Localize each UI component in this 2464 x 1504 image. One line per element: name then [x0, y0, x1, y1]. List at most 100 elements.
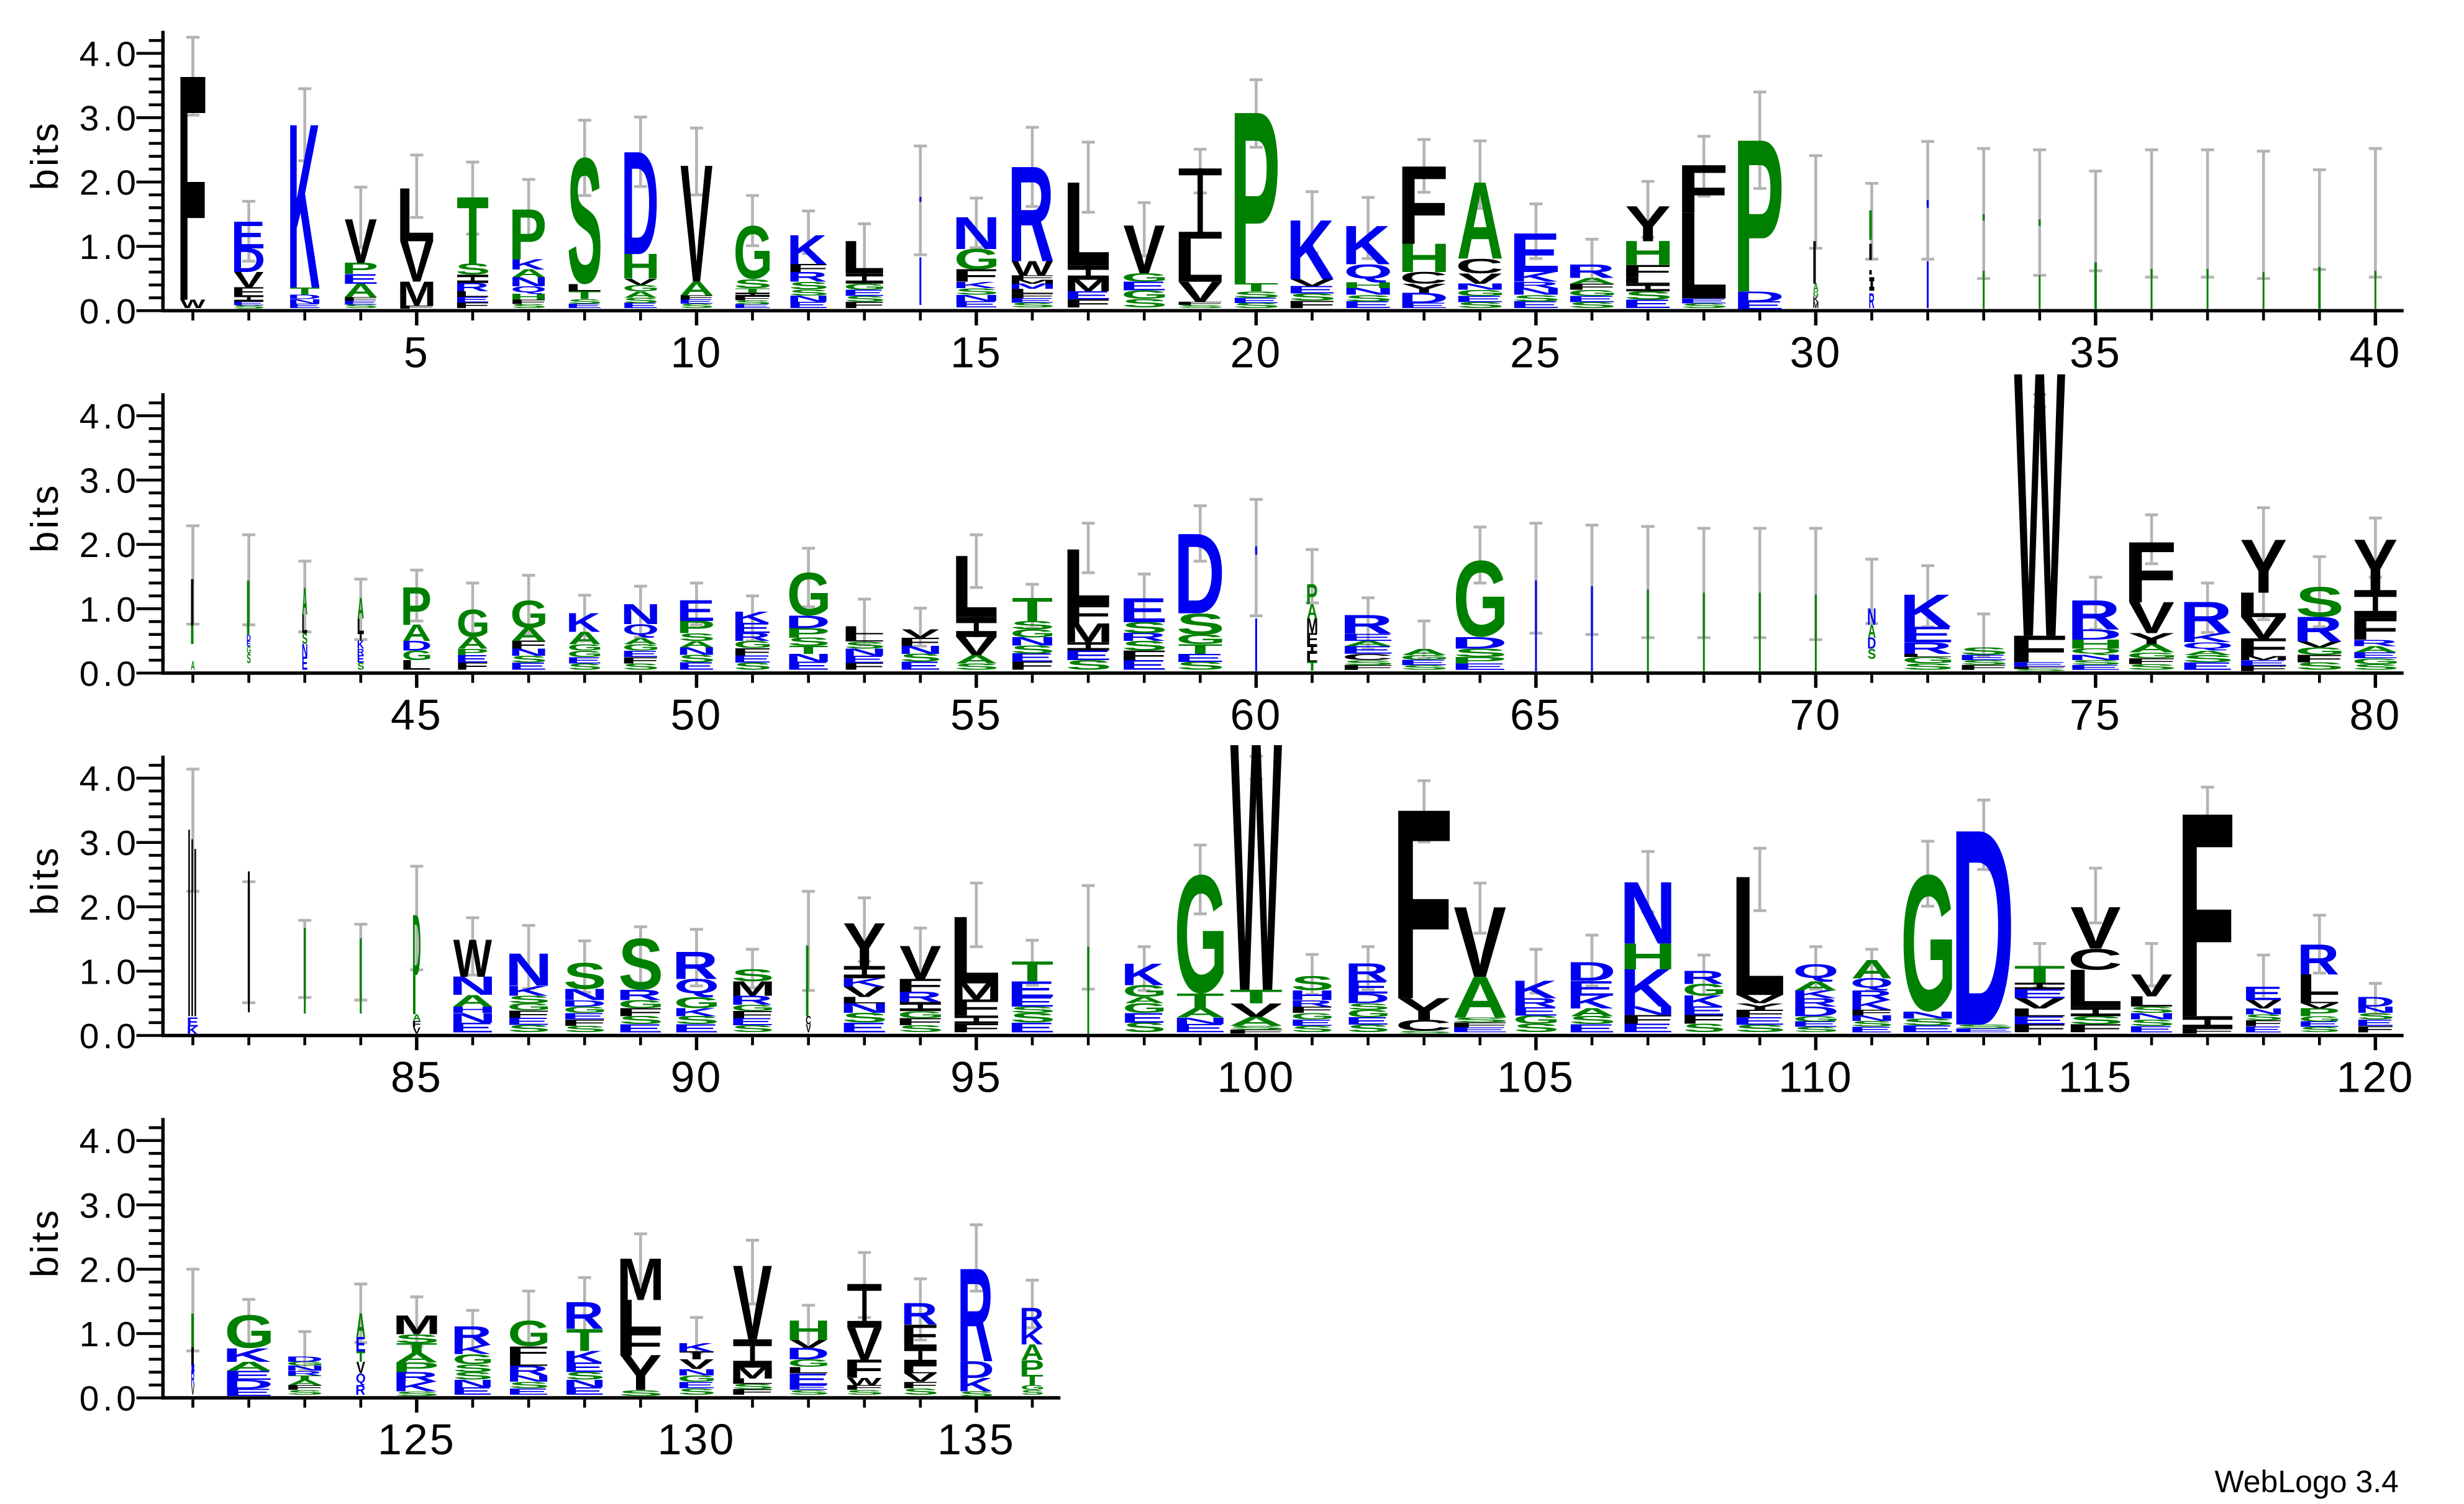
- svg-text:G: G: [1021, 1384, 1045, 1391]
- svg-text:S: S: [453, 1370, 493, 1382]
- svg-text:15: 15: [950, 328, 1002, 376]
- svg-text:M: M: [1008, 282, 1057, 290]
- svg-text:E: E: [1007, 994, 1056, 1009]
- svg-text:A: A: [2353, 644, 2398, 655]
- svg-text:3.0: 3.0: [80, 461, 140, 501]
- svg-text:T: T: [1176, 989, 1225, 1012]
- svg-text:E: E: [1344, 1015, 1390, 1027]
- svg-text:S: S: [1123, 1020, 1166, 1035]
- svg-text:30: 30: [1789, 328, 1842, 376]
- svg-text:E: E: [1171, 1022, 1227, 1035]
- svg-text:E: E: [1566, 1022, 1616, 1035]
- svg-text:K: K: [676, 1341, 714, 1354]
- svg-text:S: S: [788, 1388, 830, 1396]
- svg-text:G: G: [1793, 1015, 1840, 1023]
- svg-text:F: F: [341, 296, 379, 302]
- svg-text:L: L: [728, 1377, 774, 1385]
- svg-text:A: A: [356, 1307, 365, 1344]
- svg-text:W: W: [2014, 291, 2066, 717]
- svg-text:K: K: [2180, 630, 2232, 645]
- svg-text:F: F: [2235, 633, 2289, 662]
- svg-text:L: L: [1730, 840, 1786, 1031]
- svg-text:F: F: [504, 1008, 551, 1020]
- svg-text:E: E: [508, 661, 547, 673]
- svg-text:A: A: [511, 267, 546, 279]
- svg-text:S: S: [247, 651, 251, 666]
- svg-text:E: E: [1957, 653, 2008, 661]
- svg-text:P: P: [676, 617, 716, 637]
- svg-text:A: A: [1307, 600, 1317, 623]
- svg-text:R: R: [1019, 1302, 1043, 1334]
- svg-text:A: A: [457, 634, 489, 653]
- svg-text:E: E: [731, 653, 772, 665]
- svg-text:N: N: [1171, 1015, 1229, 1026]
- svg-text:E: E: [2349, 651, 2399, 660]
- svg-text:S: S: [1568, 300, 1617, 310]
- svg-text:K: K: [357, 638, 364, 651]
- svg-text:F: F: [1956, 663, 2008, 671]
- svg-text:G: G: [2127, 651, 2178, 660]
- svg-text:F: F: [728, 1388, 775, 1397]
- svg-text:S: S: [2299, 1025, 2340, 1034]
- svg-text:N: N: [621, 599, 661, 631]
- svg-text:S: S: [1453, 646, 1507, 659]
- svg-text:K: K: [287, 74, 320, 338]
- svg-text:Y: Y: [843, 910, 886, 979]
- svg-text:L: L: [841, 632, 886, 644]
- svg-text:G: G: [225, 1307, 275, 1358]
- svg-text:P: P: [341, 260, 378, 278]
- svg-text:L: L: [785, 1365, 830, 1375]
- svg-text:S: S: [2244, 1013, 2283, 1022]
- svg-text:40: 40: [2349, 328, 2401, 376]
- svg-text:E: E: [676, 660, 716, 673]
- svg-text:E: E: [1733, 299, 1784, 312]
- svg-text:D: D: [2067, 626, 2122, 643]
- svg-text:D: D: [287, 293, 321, 301]
- svg-text:S: S: [1624, 289, 1673, 302]
- svg-text:F: F: [1676, 150, 1729, 227]
- svg-text:1.0: 1.0: [80, 1315, 140, 1354]
- svg-text:D: D: [231, 241, 265, 279]
- svg-text:E: E: [1397, 658, 1448, 666]
- svg-text:M: M: [1813, 300, 1819, 310]
- svg-text:V: V: [733, 1243, 772, 1362]
- svg-text:S: S: [1021, 1388, 1044, 1396]
- svg-text:P: P: [400, 576, 432, 636]
- svg-text:E: E: [1397, 301, 1448, 309]
- svg-text:S: S: [1291, 972, 1334, 995]
- svg-text:L: L: [2064, 958, 2123, 1018]
- svg-text:Q: Q: [511, 284, 547, 294]
- svg-text:R: R: [191, 1368, 195, 1389]
- svg-text:E: E: [355, 1333, 366, 1357]
- svg-text:T: T: [1178, 641, 1222, 657]
- svg-text:S: S: [1010, 1010, 1056, 1026]
- svg-text:N: N: [302, 640, 308, 661]
- svg-text:E: E: [1619, 1021, 1675, 1035]
- svg-text:S: S: [567, 298, 602, 305]
- svg-text:P: P: [1450, 655, 1507, 666]
- svg-text:S: S: [1850, 1019, 1893, 1028]
- svg-text:S: S: [2296, 660, 2344, 672]
- svg-text:E: E: [1453, 294, 1504, 304]
- svg-text:E: E: [952, 299, 999, 310]
- svg-text:S: S: [731, 1023, 774, 1035]
- svg-text:K: K: [1121, 958, 1164, 992]
- svg-text:G: G: [1456, 288, 1506, 298]
- svg-text:T: T: [568, 289, 601, 301]
- svg-text:G: G: [1400, 654, 1450, 662]
- svg-text:G: G: [1123, 1001, 1167, 1016]
- svg-text:T: T: [288, 1374, 322, 1382]
- svg-text:E: E: [2126, 1024, 2175, 1035]
- svg-text:70: 70: [1789, 691, 1842, 739]
- svg-text:G: G: [674, 994, 721, 1012]
- svg-text:S: S: [731, 1382, 774, 1391]
- svg-text:N: N: [449, 1010, 496, 1026]
- svg-text:E: E: [1566, 976, 1616, 1000]
- svg-text:V: V: [2130, 967, 2172, 1003]
- svg-text:E: E: [453, 295, 491, 304]
- svg-text:F: F: [894, 975, 943, 996]
- svg-text:F: F: [230, 285, 266, 297]
- svg-text:S: S: [1122, 638, 1168, 654]
- svg-text:V: V: [400, 229, 434, 294]
- svg-text:P: P: [1019, 1356, 1044, 1379]
